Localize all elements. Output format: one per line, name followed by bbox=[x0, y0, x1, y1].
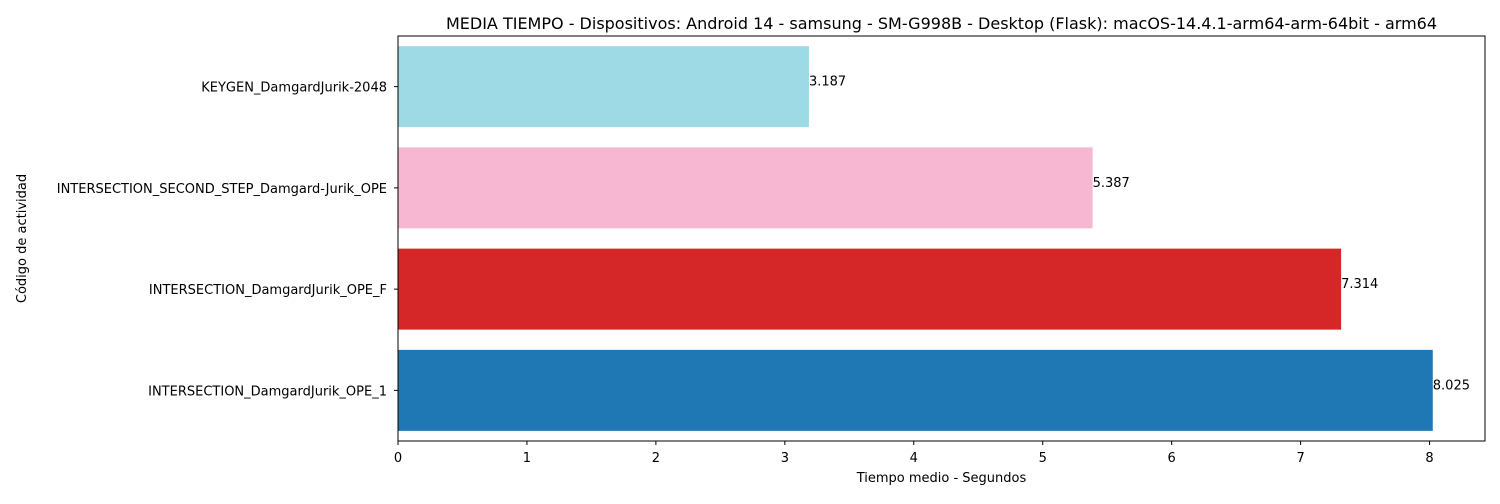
y-axis-title: Código de actividad bbox=[15, 174, 30, 303]
x-tick-label: 0 bbox=[394, 451, 402, 466]
x-tick-label: 6 bbox=[1168, 451, 1176, 466]
bar bbox=[398, 248, 1342, 330]
bar-value-label: 7.314 bbox=[1341, 277, 1378, 292]
x-tick-label: 4 bbox=[910, 451, 918, 466]
bar bbox=[398, 147, 1093, 229]
data-labels-layer: 8.025 7.314 5.387 3.187 bbox=[809, 75, 1470, 394]
x-tick-label: 5 bbox=[1039, 451, 1047, 466]
y-tick-label: INTERSECTION_SECOND_STEP_Damgard-Jurik_O… bbox=[57, 182, 387, 197]
x-tick-label: 8 bbox=[1425, 451, 1433, 466]
y-tick-label: INTERSECTION_DamgardJurik_OPE_F bbox=[149, 283, 387, 298]
bars-layer bbox=[398, 46, 1433, 431]
bar-value-label: 8.025 bbox=[1433, 378, 1470, 393]
y-axis: INTERSECTION_DamgardJurik_OPE_1 INTERSECT… bbox=[57, 81, 398, 399]
y-tick-label: INTERSECTION_DamgardJurik_OPE_1 bbox=[148, 384, 387, 399]
bar bbox=[398, 46, 809, 128]
bar-value-label: 3.187 bbox=[809, 75, 846, 90]
chart-title: MEDIA TIEMPO - Dispositivos: Android 14 … bbox=[446, 14, 1437, 33]
x-tick-label: 1 bbox=[523, 451, 531, 466]
x-tick-label: 2 bbox=[652, 451, 660, 466]
bar bbox=[398, 349, 1433, 431]
y-tick-label: KEYGEN_DamgardJurik-2048 bbox=[201, 81, 387, 96]
x-tick-label: 3 bbox=[781, 451, 789, 466]
x-tick-label: 7 bbox=[1296, 451, 1304, 466]
x-axis-title: Tiempo medio - Segundos bbox=[856, 471, 1027, 486]
bar-value-label: 5.387 bbox=[1093, 176, 1130, 191]
x-axis: 0 1 2 3 4 5 6 7 8 bbox=[394, 441, 1434, 466]
plot-frame bbox=[397, 35, 1486, 442]
